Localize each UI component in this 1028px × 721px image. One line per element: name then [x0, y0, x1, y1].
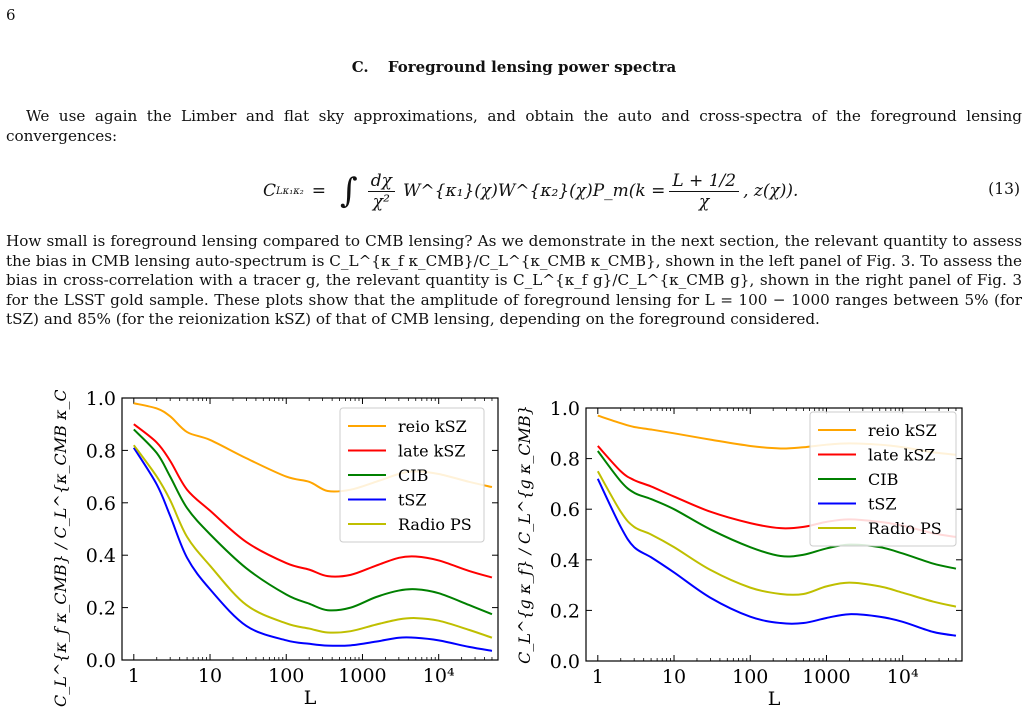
- figure-3: 1 10 100 1000 10⁴ 0.0 0.2 0.4 0.6 0.8 1.0 reio kSZ l…: [0, 351, 1028, 717]
- y-axis-label: C_L^{g κ_f} / C_L^{g κ_CMB}: [515, 405, 534, 664]
- eq-lhs: C: [263, 181, 277, 201]
- series-line-tsz: [596, 478, 957, 637]
- eq-frac1-den: χ²: [372, 191, 390, 212]
- x-axis-label: L: [304, 687, 317, 709]
- x-tick-label: 1: [592, 666, 604, 688]
- x-tick-label: 100: [732, 666, 768, 688]
- legend-label: Radio PS: [398, 515, 472, 534]
- y-tick-label: 0.8: [550, 449, 580, 471]
- x-tick-label: 10⁴: [423, 665, 455, 687]
- series-line-radio-ps: [132, 444, 493, 639]
- plot-frame: [585, 407, 963, 662]
- x-tick-label: 1000: [802, 666, 850, 688]
- page-number: 6: [6, 6, 16, 24]
- legend-box: [809, 411, 957, 547]
- series-line-late-ksz: [133, 423, 493, 579]
- section-title: Foreground lensing power spectra: [387, 58, 677, 76]
- y-tick-label: 0.4: [86, 545, 116, 567]
- x-tick-label: 100: [268, 665, 304, 687]
- legend-label: reio kSZ: [398, 417, 467, 436]
- eq-body-text: W^{κ₁}(χ)W^{κ₂}(χ)P_m(k =: [402, 181, 666, 201]
- y-tick-label: 0.2: [550, 600, 580, 622]
- series-line-radio-ps: [596, 470, 957, 608]
- plot-frame: [121, 397, 499, 661]
- figure-3-svg: 1 10 100 1000 10⁴ 0.0 0.2 0.4 0.6 0.8 1.0 reio kSZ l…: [51, 351, 963, 710]
- eq-fraction-dchi: dχ χ²: [367, 171, 395, 212]
- eq-lhs-sub: L: [276, 185, 283, 197]
- series-line-cib: [597, 450, 957, 570]
- y-tick-label: 0.4: [550, 550, 580, 572]
- y-tick-label: 0.2: [86, 598, 116, 620]
- y-tick-label: 0.8: [86, 440, 116, 462]
- eq-equals: =: [311, 181, 327, 201]
- eq-lhs-sup: κ₁κ₂: [282, 185, 304, 197]
- y-tick-label: 1.0: [86, 390, 116, 410]
- legend-label: CIB: [398, 466, 428, 485]
- y-tick-label: 0.6: [550, 499, 580, 521]
- series-line-cib: [133, 428, 493, 616]
- x-tick-label: 10: [662, 666, 686, 688]
- x-tick-label: 10⁴: [887, 666, 919, 688]
- eq-frac2-num: L + 1/2: [669, 171, 740, 192]
- legend-label: CIB: [868, 470, 898, 489]
- integral-sign: ∫: [340, 171, 358, 211]
- chart-panel-2: 1 10 100 1000 10⁴ 0.0 0.2 0.4 0.6 0.8 1.0 reio kSZ l…: [515, 398, 963, 710]
- eq-tail: , z(χ)).: [743, 181, 799, 201]
- y-tick-label: 1.0: [550, 398, 580, 420]
- series-line-tsz: [132, 447, 493, 652]
- equation-number: (13): [988, 180, 1020, 198]
- y-tick-label: 0.0: [550, 651, 580, 673]
- y-tick-label: 0.6: [86, 493, 116, 515]
- paragraph-discussion: How small is foreground lensing compared…: [6, 232, 1023, 328]
- section-letter: C.: [351, 58, 369, 76]
- x-tick-label: 1: [128, 665, 140, 687]
- x-axis-label: L: [768, 688, 781, 710]
- section-heading: C. Foreground lensing power spectra: [0, 58, 1028, 76]
- chart-panel-1: 1 10 100 1000 10⁴ 0.0 0.2 0.4 0.6 0.8 1.0 reio kSZ l…: [51, 351, 499, 709]
- legend-label: Radio PS: [868, 519, 942, 538]
- eq-frac2-den: χ: [699, 191, 710, 212]
- legend-label: tSZ: [868, 495, 897, 514]
- legend-label: late kSZ: [868, 446, 935, 465]
- x-tick-label: 1000: [338, 665, 386, 687]
- paragraph-intro: We use again the Limber and flat sky app…: [6, 107, 1022, 145]
- legend-label: reio kSZ: [868, 421, 937, 440]
- eq-fraction-k: L + 1/2 χ: [669, 171, 740, 212]
- x-tick-label: 10: [198, 665, 222, 687]
- eq-frac1-num: dχ: [367, 171, 395, 192]
- y-axis-label: C_L^{κ_f κ_CMB} / C_L^{κ_CMB κ_CMB}: [51, 390, 70, 707]
- y-tick-label: 0.0: [86, 650, 116, 672]
- legend-box: [339, 407, 485, 543]
- legend-label: tSZ: [398, 491, 427, 510]
- legend-label: late kSZ: [398, 442, 465, 461]
